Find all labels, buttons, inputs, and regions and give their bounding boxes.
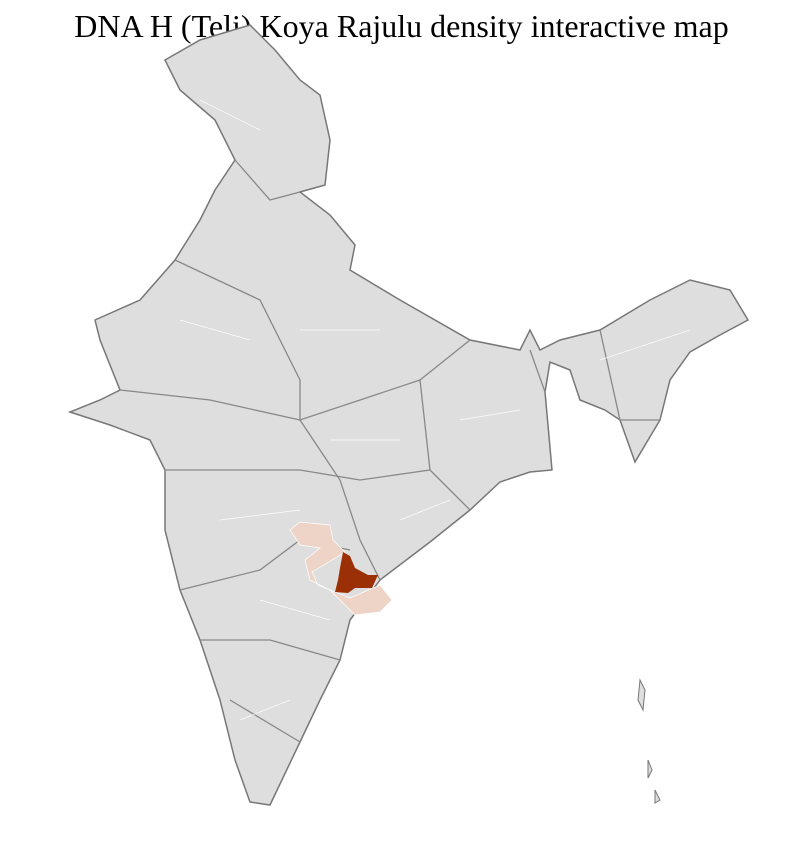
map-title: DNA H (Teli) Koya Rajulu density interac…: [74, 8, 729, 44]
andaman-nicobar-islands: [637, 678, 661, 804]
india-outline[interactable]: [67, 24, 750, 806]
district-high-density[interactable]: [335, 552, 378, 593]
district-low-density[interactable]: [289, 521, 393, 616]
district-borders: [179, 99, 691, 721]
state-borders: [119, 159, 660, 743]
